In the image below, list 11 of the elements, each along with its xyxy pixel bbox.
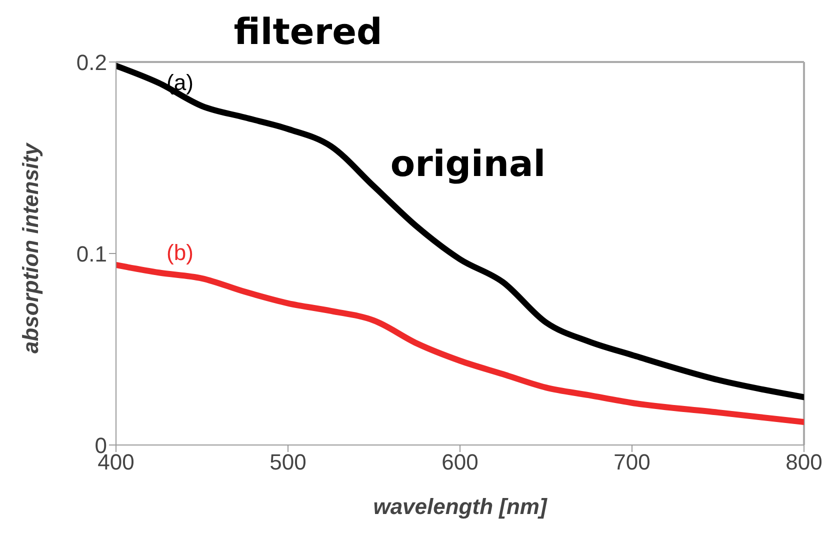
x-tick-label: 500 <box>270 450 306 475</box>
x-tick-label: 600 <box>442 450 478 475</box>
x-axis-title: wavelength [nm] <box>373 494 548 519</box>
x-tick-label: 800 <box>786 450 822 475</box>
y-tick-label: 0.1 <box>76 241 107 266</box>
text: filtered <box>234 12 382 53</box>
annotation: (b) <box>166 240 194 265</box>
x-tick-label: 700 <box>614 450 650 475</box>
y-tick-label: 0.2 <box>76 50 107 75</box>
y-axis-title: absorption intensity <box>18 142 43 354</box>
annotation: original <box>390 144 546 185</box>
